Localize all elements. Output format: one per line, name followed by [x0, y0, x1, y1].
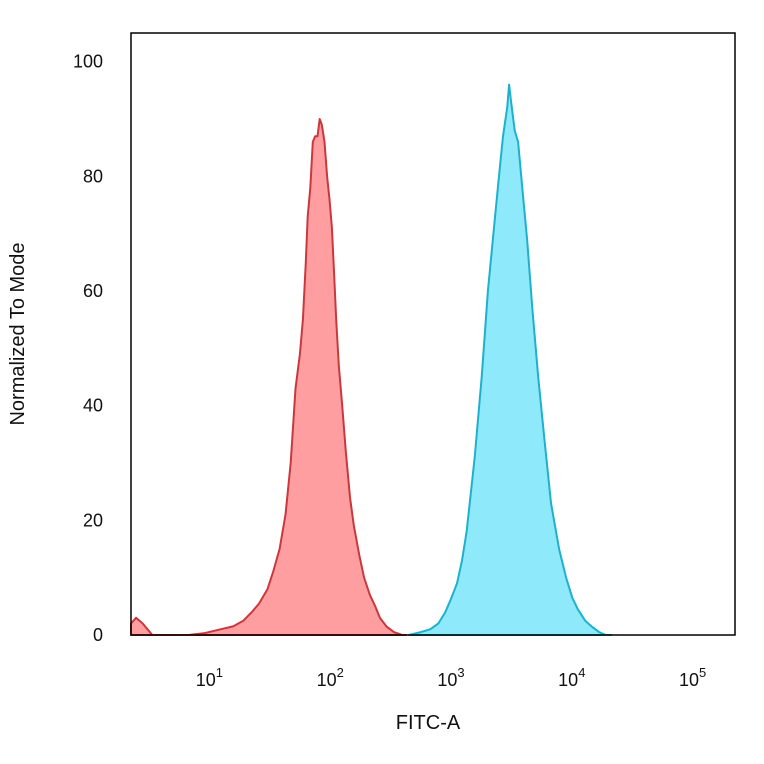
- plot-frame: [130, 32, 736, 636]
- series-layer: [130, 83, 613, 636]
- x-tick-label: 104: [558, 665, 585, 690]
- histogram-series-2: [408, 83, 613, 636]
- y-tick-label: 20: [83, 510, 103, 530]
- x-tick-label: 103: [437, 665, 464, 690]
- x-tick-label: 101: [196, 665, 223, 690]
- x-tick-label: 102: [317, 665, 344, 690]
- x-axis-title: FITC-A: [396, 712, 461, 734]
- y-axis-tick-labels: 0 20 40 60 80 100: [73, 52, 103, 645]
- y-tick-label: 60: [83, 281, 103, 301]
- x-axis-tick-labels: 101 102 103 104 105: [196, 665, 706, 690]
- y-axis-title: Normalized To Mode: [7, 242, 29, 425]
- y-tick-label: 80: [83, 166, 103, 186]
- y-tick-label: 40: [83, 396, 103, 416]
- y-tick-label: 0: [93, 625, 103, 645]
- histogram-series-1: [130, 118, 408, 636]
- y-tick-label: 100: [73, 52, 103, 72]
- x-tick-label: 105: [679, 665, 706, 690]
